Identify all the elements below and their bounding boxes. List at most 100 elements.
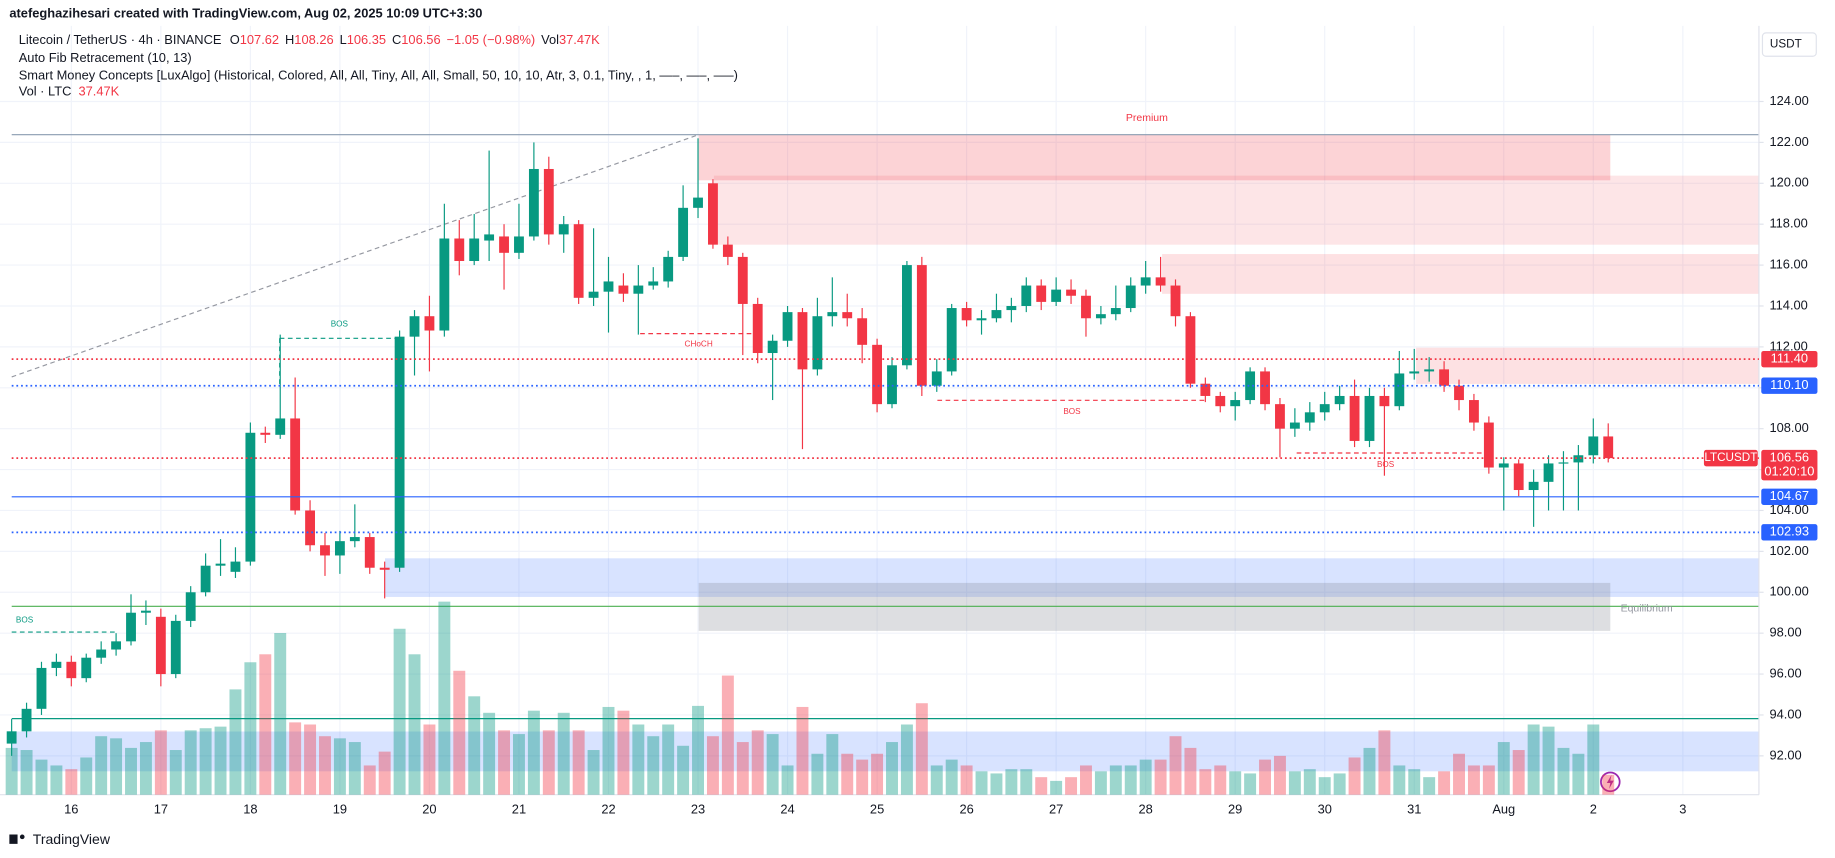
volume-bar	[632, 724, 645, 795]
candle-body	[215, 563, 226, 566]
volume-bar	[692, 705, 704, 795]
volume-bar	[960, 765, 973, 795]
indicator-legend[interactable]: Smart Money Concepts [LuxAlgo] (Historic…	[19, 68, 738, 83]
candle-body	[111, 641, 122, 650]
y-tick-label: 118.00	[1769, 216, 1807, 231]
candle-body	[1200, 383, 1211, 396]
indicator-legend[interactable]: Auto Fib Retracement (10, 13)	[19, 50, 192, 65]
equilibrium-zone	[698, 582, 1611, 631]
legend-main: Litecoin / TetherUS · 4h · BINANCE O107.…	[19, 32, 600, 47]
alert-icon-bolt	[1606, 774, 1614, 789]
ohlc-key: C	[392, 32, 401, 47]
volume-bar	[95, 736, 108, 795]
y-tick-label: 120.00	[1769, 175, 1808, 190]
candle-body	[1409, 371, 1420, 374]
candle-body	[812, 316, 823, 370]
candle-body	[722, 244, 733, 257]
vol-key: Vol	[541, 32, 559, 47]
volume-bar	[826, 734, 839, 795]
candle-body	[1304, 412, 1315, 423]
change: −1.05 (−0.98%)	[447, 32, 536, 47]
candle-body	[1275, 404, 1285, 429]
zones: Premium Equilibrium BOS CHoCH BOS BOS BO…	[11, 112, 1759, 772]
volume-bar	[20, 750, 33, 795]
ohlc-value: 106.56	[401, 32, 440, 47]
candle-body	[1513, 463, 1524, 491]
supply-zone	[1162, 254, 1759, 294]
price-tag	[1761, 449, 1818, 481]
candle-body	[767, 340, 778, 354]
volume-bar	[438, 601, 451, 795]
candle-body	[36, 667, 47, 709]
candle-body	[1394, 373, 1405, 407]
candle-body	[1319, 404, 1330, 413]
candle-body	[842, 312, 853, 319]
volume-bar	[423, 724, 436, 795]
supply-zone	[1416, 347, 1759, 384]
currency-label[interactable]: USDT	[1770, 38, 1802, 51]
candle-body	[514, 236, 524, 253]
y-tick-label: 92.00	[1769, 747, 1801, 762]
volume-bar	[1333, 773, 1346, 795]
volume-bar	[1244, 773, 1257, 795]
brand-logo: TradingView	[9, 831, 111, 847]
volume-bar	[378, 751, 391, 795]
x-tick-label: 31	[1407, 801, 1421, 816]
volume-bar	[244, 662, 257, 795]
x-tick-label: 16	[64, 801, 78, 816]
volume-bar	[1080, 765, 1092, 795]
x-tick-label: 26	[959, 801, 973, 816]
brand-name: TradingView	[33, 831, 111, 847]
candle-body	[1170, 285, 1181, 317]
candle-body	[782, 312, 793, 341]
x-tick-label: Aug	[1492, 801, 1515, 816]
volume-bar	[1303, 769, 1316, 795]
candle-body	[1334, 395, 1345, 405]
premium-zone	[698, 134, 1611, 181]
x-tick-label: 2	[1590, 801, 1597, 816]
candle-body	[96, 649, 107, 658]
candle-body	[1454, 385, 1464, 401]
y-tick-label: 116.00	[1769, 256, 1807, 271]
x-tick-label: 22	[601, 801, 615, 816]
y-tick-label: 102.00	[1769, 543, 1808, 558]
volume-bar	[572, 730, 585, 795]
volume-bar	[169, 750, 182, 795]
volume-bar	[990, 773, 1003, 795]
x-tick-label: 18	[243, 801, 257, 816]
candle-body	[827, 312, 838, 317]
vol-value: 37.47K	[559, 32, 600, 47]
volume-bar	[5, 747, 18, 795]
candle-body	[1483, 422, 1494, 468]
candle-body	[1289, 422, 1300, 429]
bos-label: BOS	[16, 615, 34, 624]
candle-body	[200, 565, 211, 593]
candle-body	[320, 545, 330, 556]
candle-body	[155, 616, 166, 675]
candle-body	[931, 371, 942, 386]
candle-body	[976, 318, 987, 321]
volume-bar	[1527, 724, 1540, 795]
y-tick-label: 108.00	[1769, 420, 1808, 435]
volume-bar	[1199, 769, 1212, 795]
candle-body	[1081, 295, 1091, 319]
candle-body	[693, 197, 703, 208]
volume-bar	[1065, 777, 1078, 795]
demand-zone	[385, 558, 1759, 597]
volume-bar	[1512, 750, 1525, 795]
volume-bar	[512, 734, 525, 795]
volume-bar	[751, 730, 764, 795]
ohlc-key: H	[285, 32, 294, 47]
currency-button[interactable]	[1761, 32, 1817, 57]
volume-bar	[110, 738, 123, 795]
volume-bar	[1288, 771, 1301, 795]
x-tick-label: 28	[1139, 801, 1153, 816]
candle-body	[558, 224, 569, 235]
volume-bar	[915, 703, 928, 795]
volume-bar	[1154, 759, 1167, 795]
candle-body	[1349, 395, 1360, 441]
ohlc-value: 107.62	[240, 32, 279, 47]
y-tick-label: 94.00	[1769, 706, 1801, 721]
